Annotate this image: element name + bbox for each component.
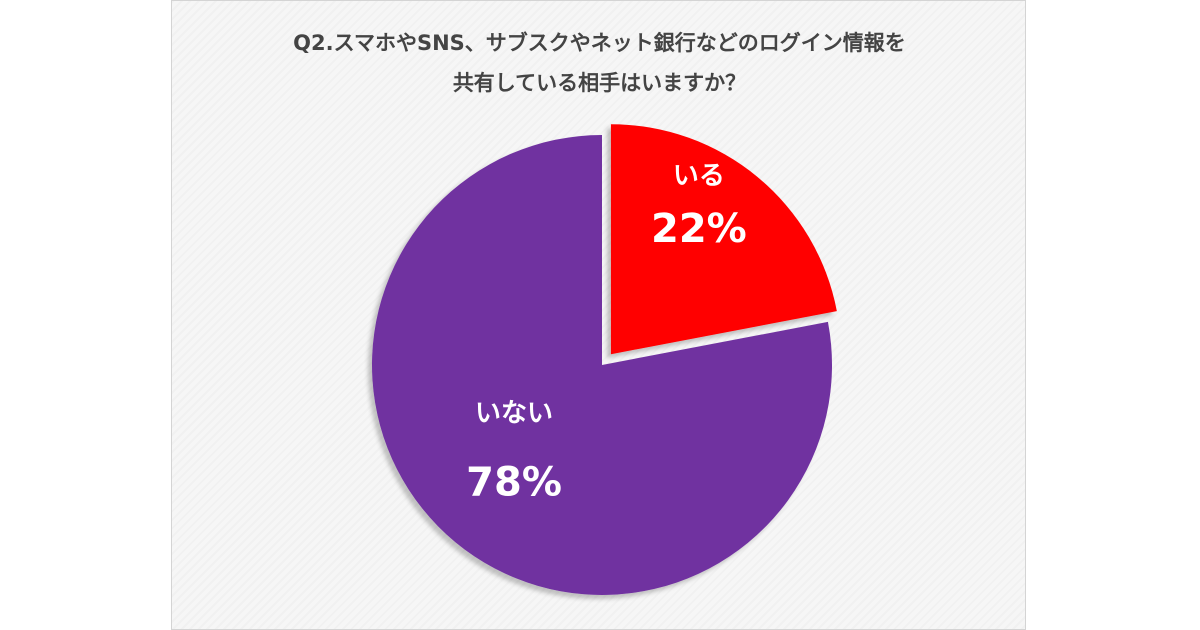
slice-value-1: 22% bbox=[651, 206, 747, 252]
slice-label-2: いない bbox=[475, 398, 553, 428]
chart-title-line-2: 共有している相手はいますか？ bbox=[452, 71, 747, 95]
slice-label-1: いる bbox=[673, 161, 725, 191]
slice-value-2: 78% bbox=[466, 459, 562, 505]
pie-slice-1 bbox=[610, 124, 837, 355]
pie-slice-2 bbox=[372, 135, 832, 595]
chart-title: Q2.スマホやSNS、サブスクやネット銀行などのログイン情報を 共有している相手… bbox=[172, 23, 1027, 103]
chart-title-line-1: Q2.スマホやSNS、サブスクやネット銀行などのログイン情報を bbox=[293, 31, 906, 55]
